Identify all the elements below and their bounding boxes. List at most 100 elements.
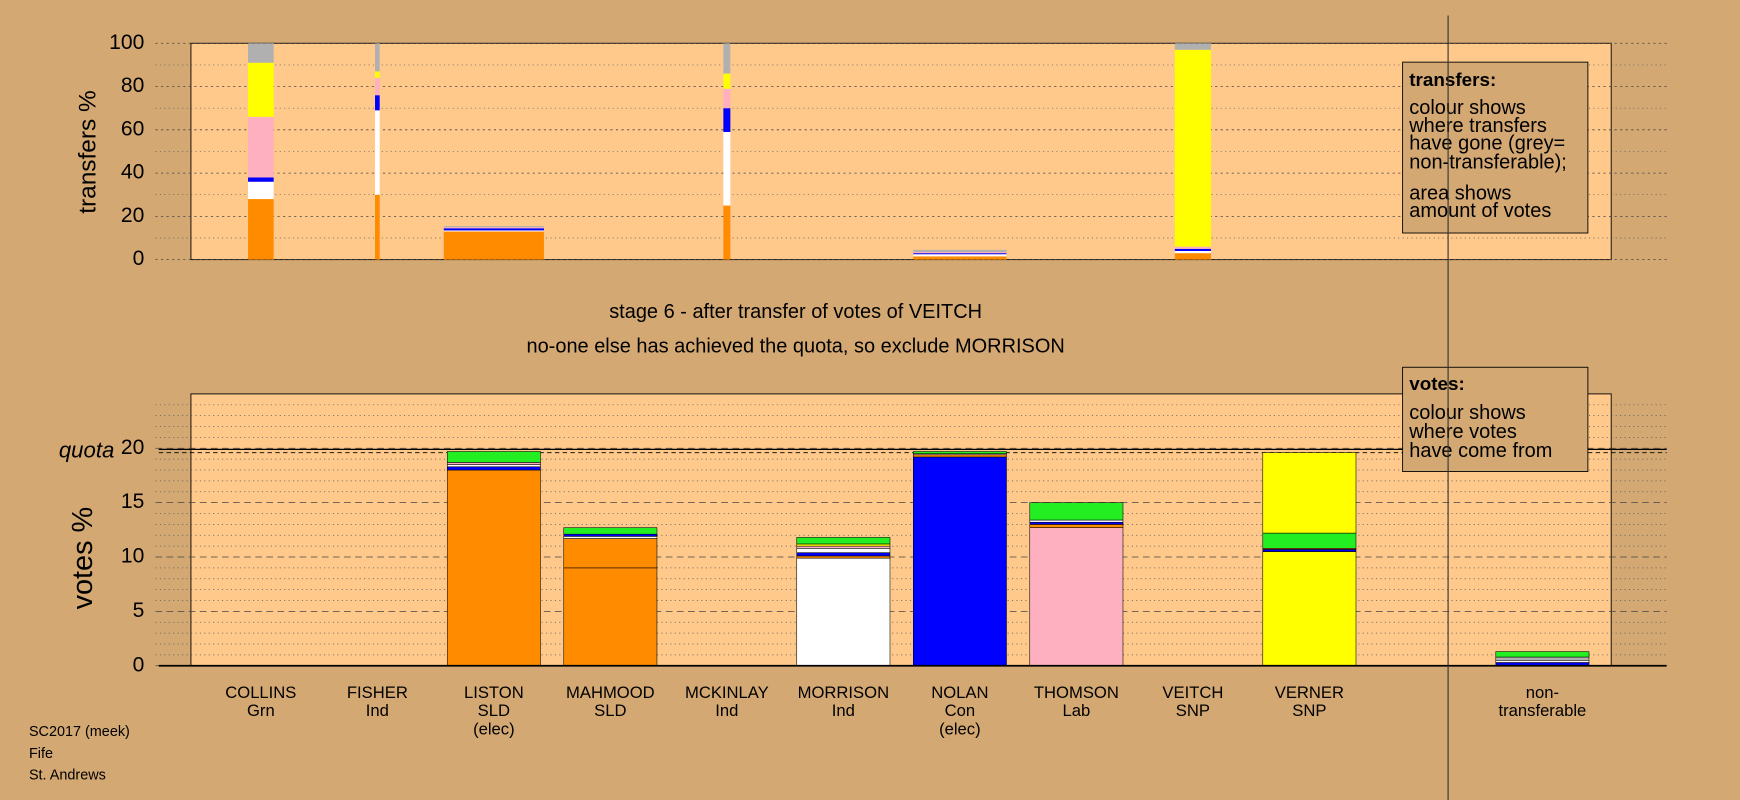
bar-segment	[913, 252, 1007, 254]
bar-segment	[248, 62, 274, 117]
x-tick-label: SLD	[594, 701, 626, 720]
x-tick-label: SLD	[478, 701, 510, 720]
bar-segment	[446, 462, 541, 465]
bar-segment	[563, 533, 658, 537]
note-text: amount of votes	[1409, 200, 1551, 222]
note-text: have come from	[1409, 440, 1552, 462]
x-tick-label: Ind	[366, 701, 389, 720]
bar-segment	[248, 181, 274, 200]
bar-segment	[375, 43, 380, 72]
bar-segment	[375, 71, 380, 78]
y-tick-label: 80	[121, 74, 144, 97]
bar-segment	[375, 194, 380, 260]
bar-segment	[1495, 660, 1590, 663]
note-text: votes:	[1409, 373, 1465, 394]
x-tick-label: transferable	[1499, 701, 1587, 720]
bar-segment	[723, 43, 731, 74]
bar-segment	[563, 536, 658, 539]
note-box	[1402, 366, 1589, 473]
bar-segment	[796, 555, 891, 559]
bar-segment	[1262, 551, 1357, 667]
bar-segment	[443, 227, 544, 229]
x-tick-label: VERNER	[1275, 683, 1344, 702]
bar-segment	[912, 454, 1007, 458]
note-text: area shows	[1409, 182, 1511, 204]
note-text: non-transferable);	[1409, 151, 1567, 173]
bar-segment	[796, 548, 891, 553]
bar-segment	[912, 456, 1007, 667]
x-tick-label: (elec)	[473, 719, 515, 738]
bar-segment	[796, 537, 891, 545]
bar-segment	[796, 543, 891, 547]
footnote: St. Andrews	[29, 767, 106, 783]
x-tick-label: COLLINS	[225, 683, 296, 702]
y-tick-label: 0	[133, 653, 145, 676]
bar-segment	[723, 73, 731, 89]
note-text: colour shows	[1409, 402, 1526, 424]
bar-segment	[248, 177, 274, 182]
bar-segment	[723, 131, 731, 206]
bar-segment	[1262, 532, 1357, 549]
bar-segment	[1174, 246, 1211, 249]
y-axis-label: transfers %	[74, 90, 101, 213]
bar-segment	[1262, 549, 1357, 552]
note-text: where votes	[1408, 421, 1517, 443]
bar-segment	[723, 88, 731, 109]
bar-segment	[1495, 656, 1590, 661]
bar-segment	[443, 228, 544, 231]
bar-segment	[1174, 253, 1211, 260]
x-tick-label: (elec)	[939, 719, 981, 738]
x-tick-label: non-	[1526, 683, 1559, 702]
x-tick-label: VEITCH	[1162, 683, 1223, 702]
bar-segment	[1174, 43, 1211, 50]
bar-segment	[375, 95, 380, 111]
bar-segment	[446, 464, 541, 468]
bar-segment	[912, 451, 1007, 454]
bar-segment	[1174, 248, 1211, 251]
bar-segment	[446, 466, 541, 471]
footnote: SC2017 (meek)	[29, 724, 130, 740]
bar-segment	[375, 77, 380, 96]
x-tick-label: NOLAN	[931, 683, 988, 702]
bar-segment	[723, 108, 731, 132]
bar-segment	[443, 230, 544, 232]
x-tick-label: Con	[945, 701, 975, 720]
x-tick-label: Ind	[832, 701, 855, 720]
bar-segment	[443, 231, 544, 260]
bar-segment	[913, 249, 1007, 253]
bar-segment	[375, 110, 380, 195]
y-tick-label: 20	[121, 204, 144, 227]
bar-segment	[248, 199, 274, 260]
y-tick-label: 5	[133, 599, 145, 622]
x-tick-label: FISHER	[347, 683, 408, 702]
note-text: transfers:	[1409, 69, 1496, 90]
bar-segment	[1029, 521, 1124, 525]
bar-segment	[1174, 250, 1211, 254]
bar-segment	[443, 226, 544, 228]
x-tick-label: SNP	[1176, 701, 1210, 720]
x-tick-label: LISTON	[464, 683, 524, 702]
chart-subtitle: no-one else has achieved the quota, so e…	[526, 336, 1064, 358]
x-tick-label: Lab	[1063, 701, 1091, 720]
bar-segment	[796, 557, 891, 667]
bar-segment	[1029, 524, 1124, 528]
bar-segment	[1029, 519, 1124, 523]
x-tick-label: MAHMOOD	[566, 683, 655, 702]
y-tick-label: 0	[133, 247, 145, 270]
quota-label: quota	[59, 437, 115, 462]
chart-title: stage 6 - after transfer of votes of VEI…	[609, 301, 982, 323]
x-tick-label: MORRISON	[798, 683, 889, 702]
x-tick-label: MCKINLAY	[685, 683, 769, 702]
bar-segment	[563, 527, 658, 535]
bar-segment	[913, 253, 1007, 255]
bar-segment	[1495, 651, 1590, 658]
note-text: where transfers	[1408, 115, 1547, 137]
bar-segment	[1029, 502, 1124, 521]
note-text: colour shows	[1409, 97, 1526, 119]
bar-segment	[1029, 527, 1124, 667]
plot-area	[190, 393, 1612, 667]
y-tick-label: 60	[121, 117, 144, 140]
x-tick-label: Ind	[715, 701, 738, 720]
bar-segment	[723, 205, 731, 260]
x-tick-label: SNP	[1292, 701, 1326, 720]
